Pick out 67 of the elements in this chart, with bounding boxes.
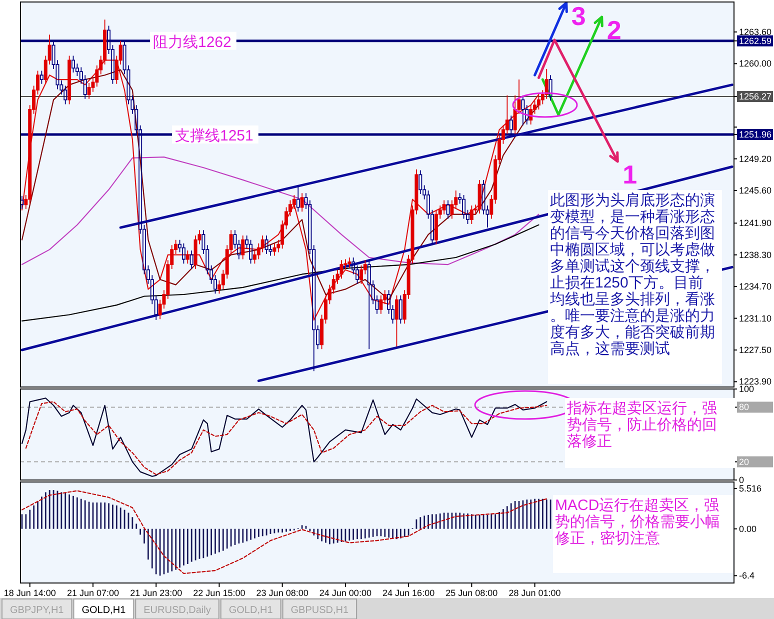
- candlestick: [548, 74, 552, 102]
- candlestick: [398, 294, 402, 324]
- legend-label: 2: [606, 14, 622, 45]
- candlestick: [272, 242, 276, 256]
- y-tick-label: 100: [739, 384, 754, 394]
- y-tick-label: 1263.60: [739, 26, 772, 37]
- y-tick-label: 1227.50: [739, 345, 772, 355]
- candlestick: [446, 200, 450, 220]
- candlestick: [394, 294, 398, 347]
- line-series: [21, 490, 548, 574]
- y-tick-label: 1249.20: [739, 154, 772, 164]
- y-tick-label: -6.4: [739, 570, 755, 581]
- line-series: [21, 156, 540, 266]
- annotation: 指标在超卖区运行，强势信号，防止价格的回落修正: [566, 400, 717, 450]
- x-tick-label: 24 Jun 00:00: [319, 588, 372, 598]
- annotation: MACD运行在超卖区，强势的信号，价格需要小幅修正，密切注意: [555, 497, 720, 547]
- candlestick: [40, 70, 44, 84]
- candlestick: [348, 257, 352, 269]
- candlestick: [186, 250, 190, 264]
- legend-label: 1: [622, 159, 638, 190]
- y-tick-label: 0.00: [739, 524, 757, 534]
- y-tick-label: 1234.70: [739, 282, 772, 292]
- text: 此图形为头肩底形态的演变模型，是一种看涨形态的信号今天价格回落到图中椭圆区域，可以考虑做多单测试这个颈线支撑，止损在1250下方。目前均线也呈多头排列，看涨。唯一要注意的是涨的力度有多大，能否突破前期高点，这需要测试: [550, 192, 715, 358]
- y-tick-label: 1231.10: [739, 313, 772, 324]
- candlestick: [264, 235, 268, 254]
- y-tick-label: 1245.60: [739, 186, 772, 196]
- candlestick: [300, 192, 304, 212]
- y-tick-label: 1241.90: [739, 218, 772, 228]
- y-tick-label: 20: [739, 456, 750, 467]
- candlestick: [68, 55, 72, 105]
- candlestick: [434, 209, 438, 245]
- x-tick-label: 21 Jun 23:00: [130, 588, 182, 598]
- y-tick-label: 1238.30: [739, 250, 772, 260]
- x-tick-label: 28 Jun 01:00: [508, 588, 561, 598]
- text: EURUSD,Daily: [144, 605, 211, 616]
- candlestick: [241, 235, 245, 260]
- y-tick-label: 80: [739, 402, 750, 412]
- candlestick: [182, 242, 186, 264]
- candlestick: [296, 186, 300, 212]
- candlestick: [249, 239, 253, 264]
- x-tick-label: 25 Jun 08:00: [446, 588, 498, 598]
- candlestick: [478, 180, 482, 214]
- legend-label: 3: [571, 0, 586, 31]
- y-tick-label: 1262.59: [739, 36, 772, 46]
- y-tick-label: 1260.00: [739, 58, 772, 69]
- y-tick-label: 1223.90: [739, 376, 772, 387]
- x-tick-label: 21 Jun 07:00: [66, 588, 119, 598]
- x-tick-label: 24 Jun 16:00: [382, 588, 435, 598]
- text: GOLD,H1: [82, 605, 126, 616]
- candlestick: [72, 55, 76, 73]
- text: GBPJPY,H1: [10, 605, 64, 616]
- ref-line-label: 支撑线1251: [175, 128, 254, 145]
- text: GOLD,H1: [228, 605, 274, 616]
- y-tick-label: 5.516: [739, 483, 762, 494]
- x-tick-label: 22 Jun 15:00: [193, 588, 246, 598]
- candlestick: [521, 94, 525, 126]
- text: GBPUSD,H1: [290, 605, 350, 616]
- x-tick-label: 18 Jun 14:00: [4, 588, 56, 598]
- y-tick-label: 0: [739, 475, 744, 485]
- x-tick-label: 23 Jun 08:00: [256, 588, 308, 598]
- ref-line-label: 阻力线1262: [153, 34, 232, 51]
- candlestick: [470, 205, 474, 224]
- candlestick: [442, 200, 446, 215]
- y-tick-label: 1256.27: [739, 92, 772, 102]
- candlestick: [367, 260, 371, 350]
- y-tick-label: 1251.96: [739, 130, 772, 140]
- candlestick: [190, 250, 194, 270]
